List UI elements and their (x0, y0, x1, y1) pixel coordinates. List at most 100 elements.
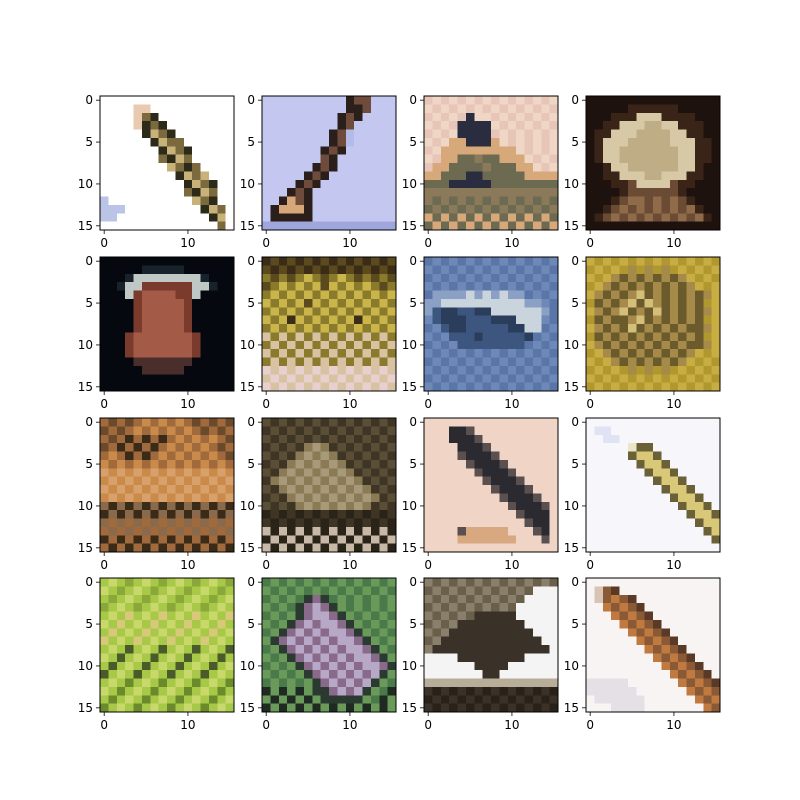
pixel (541, 670, 550, 679)
pixel (192, 365, 201, 375)
pixel (678, 695, 687, 704)
pixel (703, 628, 712, 637)
pixel (499, 628, 509, 637)
pixel (694, 443, 704, 452)
pixel (337, 501, 347, 511)
y-tick-label: 0 (409, 254, 417, 268)
y-tick-label: 0 (247, 415, 255, 429)
pixel (524, 349, 534, 358)
pixel (636, 703, 645, 713)
pixel (586, 493, 595, 503)
y-tick-label: 10 (240, 499, 255, 513)
pixel (644, 265, 654, 275)
pixel (158, 357, 168, 367)
pixel (516, 578, 525, 587)
pixel (225, 695, 235, 704)
pixel (491, 611, 500, 621)
pixel (362, 501, 372, 511)
pixel (329, 290, 338, 300)
pixel (541, 307, 550, 316)
pixel (312, 434, 321, 444)
pixel (424, 340, 433, 350)
pixel (482, 468, 492, 477)
pixel (183, 603, 193, 612)
pixel (432, 451, 442, 461)
pixel (482, 290, 492, 300)
pixel (465, 628, 475, 637)
panel-frame (423, 577, 559, 713)
pixel (183, 695, 193, 704)
pixel (541, 365, 550, 375)
pixel (295, 282, 305, 291)
pixel (287, 365, 296, 375)
pixel (694, 146, 704, 155)
pixel (270, 221, 280, 231)
pixel (287, 129, 296, 139)
pixel (278, 594, 288, 604)
pixel (586, 476, 595, 486)
pixel (108, 670, 118, 679)
pixel (524, 324, 534, 333)
pixel (549, 104, 559, 114)
pixel-grid (586, 257, 721, 392)
pixel (627, 501, 637, 511)
x-tick-label: 0 (424, 236, 432, 250)
pixel (678, 476, 687, 486)
pixel (337, 196, 347, 206)
pixel (644, 594, 654, 604)
pixel (541, 653, 550, 663)
pixel (320, 374, 330, 383)
pixel (133, 290, 143, 300)
pixel (678, 340, 687, 350)
y-tick-label: 10 (564, 177, 579, 191)
pixel (183, 374, 193, 383)
pixel (278, 221, 288, 231)
pixel (594, 154, 604, 164)
pixel (287, 154, 296, 164)
pixel (644, 298, 654, 308)
pixel (262, 493, 271, 503)
pixel (653, 476, 662, 486)
pixel (491, 171, 500, 181)
pixel (541, 298, 550, 308)
pixel (627, 670, 637, 679)
pixel (175, 307, 185, 316)
pixel (141, 543, 151, 553)
pixel (432, 636, 442, 646)
pixel (370, 645, 380, 654)
pixel (192, 357, 201, 367)
pixel (337, 146, 347, 155)
pixel (686, 96, 696, 105)
pixel (586, 686, 595, 696)
pixel (345, 171, 355, 181)
pixel (320, 188, 330, 197)
pixel (158, 543, 168, 553)
pixel (549, 485, 559, 494)
pixel (125, 636, 134, 646)
pixel (424, 686, 433, 696)
pixel (329, 121, 338, 130)
pixel (549, 670, 559, 679)
pixel (636, 418, 645, 427)
pixel (379, 535, 388, 544)
pixel (225, 96, 235, 105)
pixel (516, 426, 525, 436)
pixel (320, 204, 330, 214)
pixel (457, 374, 467, 383)
pixel (192, 137, 201, 147)
pixel (644, 695, 654, 704)
pixel (686, 188, 696, 197)
pixel (337, 543, 347, 553)
pixel (208, 290, 218, 300)
pixel (387, 526, 397, 536)
pixel (541, 645, 550, 654)
pixel (329, 324, 338, 333)
pixel (150, 443, 159, 452)
pixel (594, 96, 604, 105)
pixel (491, 146, 500, 155)
pixel (532, 476, 542, 486)
pixel (516, 686, 525, 696)
pixel (653, 418, 662, 427)
pixel (678, 661, 687, 671)
pixel (432, 213, 442, 222)
